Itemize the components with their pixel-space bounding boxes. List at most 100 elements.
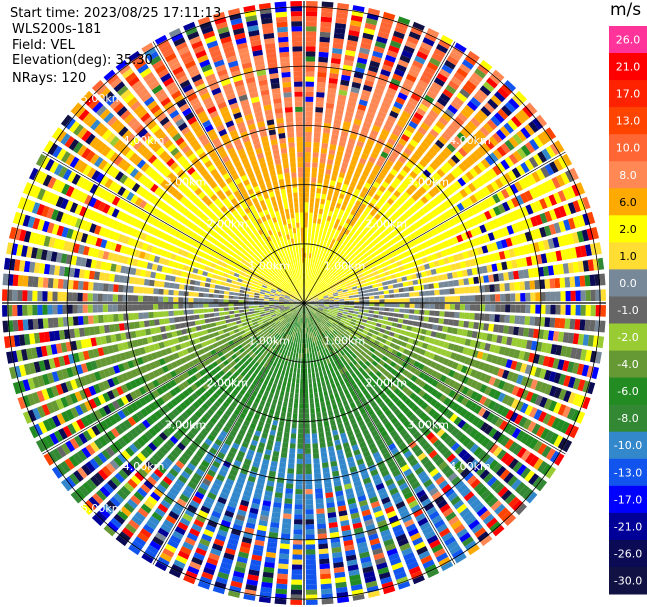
velocity-gate — [125, 446, 135, 457]
velocity-gate — [446, 453, 456, 463]
velocity-gate — [364, 239, 371, 246]
velocity-gate — [383, 312, 389, 316]
velocity-gate — [316, 254, 320, 260]
velocity-gate — [433, 425, 442, 434]
velocity-gate — [436, 552, 449, 563]
velocity-gate — [219, 430, 228, 438]
velocity-gate — [458, 448, 468, 459]
velocity-gate — [344, 280, 350, 285]
velocity-gate — [416, 50, 428, 60]
velocity-gate — [372, 92, 382, 101]
velocity-gate — [313, 453, 320, 459]
velocity-gate — [428, 337, 435, 345]
velocity-gate — [385, 358, 393, 365]
velocity-gate — [375, 115, 385, 124]
velocity-gate — [395, 248, 403, 255]
velocity-gate — [264, 323, 271, 328]
velocity-gate — [444, 536, 456, 547]
velocity-gate — [116, 374, 125, 384]
velocity-gate — [349, 303, 355, 306]
velocity-gate — [278, 467, 286, 474]
velocity-gate — [378, 342, 385, 348]
velocity-gate — [165, 515, 177, 525]
velocity-gate — [525, 340, 533, 350]
velocity-gate — [479, 256, 486, 265]
velocity-gate — [336, 254, 342, 260]
velocity-gate — [413, 395, 421, 404]
velocity-gate — [294, 362, 298, 368]
velocity-gate — [321, 280, 326, 286]
velocity-gate — [304, 313, 306, 319]
velocity-gate — [413, 238, 421, 246]
velocity-gate — [284, 427, 290, 434]
velocity-gate — [425, 239, 433, 247]
velocity-gate — [451, 120, 462, 130]
velocity-gate — [398, 253, 405, 260]
velocity-gate — [326, 279, 332, 284]
velocity-gate — [405, 209, 413, 217]
velocity-gate — [323, 269, 328, 275]
velocity-gate — [323, 240, 327, 247]
velocity-gate — [406, 143, 416, 152]
velocity-gate — [270, 336, 276, 342]
velocity-gate — [484, 456, 495, 467]
velocity-gate — [348, 502, 358, 510]
velocity-gate — [310, 197, 315, 203]
velocity-gate — [385, 260, 392, 266]
velocity-gate — [312, 152, 319, 158]
velocity-gate — [351, 283, 357, 288]
velocity-gate — [158, 407, 167, 416]
velocity-gate — [353, 311, 359, 315]
velocity-gate — [369, 347, 376, 353]
velocity-gate — [358, 239, 365, 246]
velocity-gate — [447, 124, 458, 134]
velocity-gate — [315, 270, 319, 276]
velocity-gate — [327, 159, 334, 165]
velocity-gate — [349, 323, 355, 328]
velocity-gate — [382, 586, 396, 595]
velocity-gate — [315, 102, 324, 108]
velocity-gate — [362, 210, 369, 218]
velocity-gate — [410, 504, 421, 513]
velocity-gate — [348, 164, 356, 172]
velocity-gate — [330, 541, 341, 549]
velocity-gate — [421, 498, 432, 507]
velocity-gate — [323, 284, 329, 289]
velocity-gate — [335, 340, 341, 346]
velocity-gate — [308, 283, 311, 289]
velocity-gate — [260, 366, 266, 373]
velocity-gate — [380, 262, 387, 268]
velocity-gate — [403, 519, 415, 528]
velocity-gate — [509, 411, 519, 423]
velocity-gate — [425, 151, 435, 160]
velocity-gate — [353, 376, 360, 383]
velocity-gate — [372, 50, 384, 59]
velocity-gate — [480, 489, 492, 500]
velocity-gate — [335, 381, 341, 388]
velocity-gate — [565, 304, 571, 316]
velocity-gate — [360, 174, 368, 182]
velocity-gate — [401, 110, 411, 120]
velocity-gate — [466, 100, 478, 111]
velocity-gate — [447, 359, 454, 368]
velocity-gate — [162, 442, 172, 452]
velocity-gate — [545, 127, 557, 140]
velocity-gate — [556, 174, 566, 187]
velocity-gate — [324, 348, 329, 354]
velocity-gate — [395, 501, 406, 510]
velocity-gate — [567, 392, 577, 404]
velocity-gate — [394, 364, 401, 371]
velocity-gate — [365, 265, 371, 271]
velocity-gate — [491, 355, 499, 364]
velocity-gate — [370, 353, 377, 360]
velocity-gate — [321, 281, 327, 286]
velocity-gate — [233, 459, 242, 467]
velocity-gate — [195, 389, 203, 397]
velocity-gate — [374, 303, 380, 307]
velocity-gate — [320, 578, 332, 585]
velocity-gate — [315, 282, 320, 288]
velocity-gate — [528, 120, 539, 133]
velocity-gate — [107, 402, 116, 413]
velocity-gate — [319, 301, 325, 303]
velocity-gate — [443, 341, 450, 349]
